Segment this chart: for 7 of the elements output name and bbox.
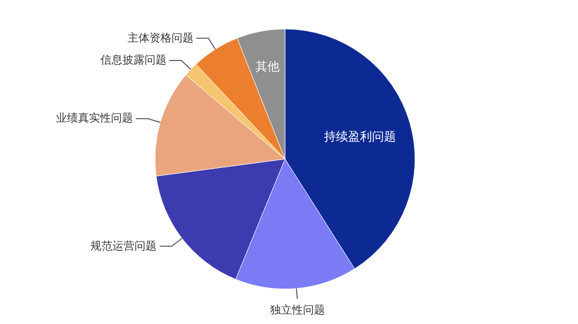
slice-label: 业绩真实性问题 bbox=[56, 112, 133, 125]
slice-label: 其他 bbox=[255, 59, 280, 74]
slice-label: 信息披露问题 bbox=[100, 53, 166, 66]
slice-label: 主体资格问题 bbox=[127, 31, 194, 44]
slice-label: 持续盈利问题 bbox=[324, 130, 396, 144]
slice-label: 独立性问题 bbox=[270, 303, 326, 316]
slice-label: 规范运营问题 bbox=[90, 239, 157, 252]
